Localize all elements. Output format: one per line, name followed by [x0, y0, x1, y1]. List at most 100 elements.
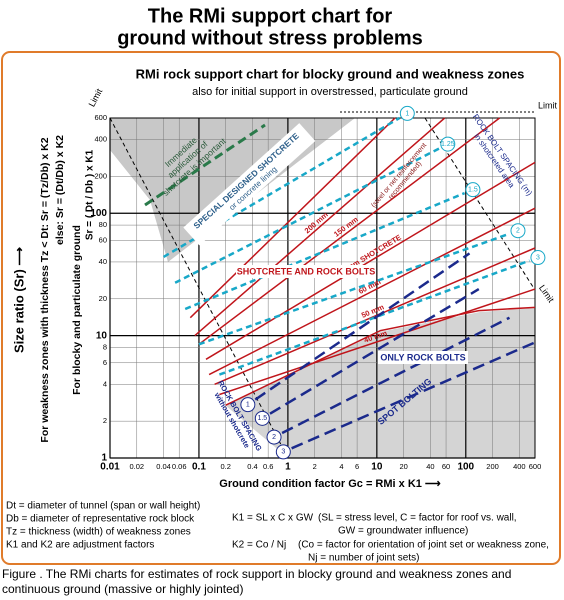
series-line	[198, 232, 510, 346]
spacing-marker	[266, 429, 282, 445]
plot-border	[109, 117, 536, 459]
y-axis-label: Size ratio (Sr) ⟶	[11, 247, 26, 353]
frame	[1, 51, 561, 565]
annotation: Limit	[87, 87, 105, 109]
x-tick-label: 2	[313, 462, 317, 471]
note: Tz = thickness (width) of weakness zones	[6, 527, 191, 538]
y-tick-label: 8	[103, 342, 107, 351]
x-tick-label: 200	[486, 462, 499, 471]
page-title: ground without stress problems	[117, 27, 423, 49]
series-line	[208, 207, 536, 376]
x-tick-label: 20	[399, 462, 407, 471]
y-tick-label: 80	[99, 220, 107, 229]
limits	[109, 111, 536, 459]
annotation-line: ROCK BOLT SPACING (m)	[471, 112, 534, 197]
spacing-label: 3	[281, 449, 285, 456]
chart: The RMi support chart for ground without…	[1, 5, 561, 565]
page-title: The RMi support chart for	[148, 5, 393, 27]
x-tick-label: 40	[426, 462, 434, 471]
y-tick-label: 400	[94, 135, 107, 144]
y-axis-note: For weakness zones with thickness Tz < D…	[39, 137, 51, 442]
spacing-label: 1.25	[441, 141, 455, 148]
note: (Co = factor for orientation of joint se…	[298, 540, 549, 551]
x-tick-label: 0.6	[263, 462, 273, 471]
spacing-marker	[399, 105, 415, 121]
y-tick-label: 10	[96, 330, 108, 341]
limit-line	[424, 117, 536, 291]
y-tick-label: 200	[94, 171, 107, 180]
spacing-marker	[254, 410, 270, 426]
y-tick-label: 2	[103, 416, 107, 425]
spacing-label: 3	[536, 254, 540, 261]
notes: Dt = diameter of tunnel (span or wall he…	[6, 501, 549, 564]
x-tick-label: 0.1	[192, 462, 206, 473]
x-tick-label: 0.2	[221, 462, 231, 471]
annotation: SHOTCRETE AND ROCK BOLTS	[237, 266, 376, 276]
y-tick-label: 40	[99, 257, 107, 266]
y-tick-label: 4	[103, 379, 107, 388]
spacing-label: 2	[516, 228, 520, 235]
series-line	[184, 191, 466, 311]
annotation: Limit	[537, 283, 556, 305]
label-bg	[236, 265, 376, 278]
x-tick-label: 400	[513, 462, 526, 471]
x-tick-label: 100	[457, 462, 474, 473]
note: K1 = SL x C x GW	[232, 513, 314, 524]
spacing-label: 1	[405, 110, 409, 117]
spacing-marker	[465, 182, 481, 198]
note: K2 = Co / Nj	[232, 540, 286, 551]
series-line	[269, 288, 480, 415]
x-tick-label: 6	[355, 462, 359, 471]
label-bg	[378, 351, 468, 364]
x-axis-label: Ground condition factor Gc = RMi x K1 ⟶	[219, 478, 441, 490]
spacing-marker	[530, 250, 546, 266]
note: Db = diameter of representative rock blo…	[6, 514, 195, 525]
series-line	[219, 288, 536, 396]
series-line	[214, 247, 536, 385]
x-tick-label: 60	[442, 462, 450, 471]
shotcrete-arrow	[144, 123, 266, 207]
x-tick-label: 0.4	[247, 462, 257, 471]
y-tick-label: 6	[103, 358, 107, 367]
series-line	[189, 117, 396, 319]
y-axis-note: Sr = ( Dt / Db ) x K1	[85, 149, 96, 240]
series-line	[198, 117, 501, 345]
note: GW = groundwater influence)	[338, 526, 468, 537]
chart-subtitle: also for initial support in overstressed…	[192, 86, 468, 98]
x-tick-label: 10	[371, 462, 383, 473]
limit-line	[109, 117, 289, 459]
y-tick-label: 20	[99, 294, 107, 303]
x-tick-label: 0.06	[172, 462, 187, 471]
y-axis-note: else: Sr = (Dt/Db) x K2	[54, 135, 66, 245]
note: (SL = stress level, C = factor for roof …	[318, 513, 517, 524]
spacing-marker	[510, 223, 526, 239]
x-tick-label: 600	[529, 462, 542, 471]
note: Dt = diameter of tunnel (span or wall he…	[6, 501, 200, 512]
series-line	[291, 341, 536, 450]
note: K1 and K2 are adjustment factors	[6, 540, 154, 551]
series-line	[194, 117, 446, 337]
x-tick-label: 0.01	[100, 462, 120, 473]
spacing-label: 1	[246, 402, 250, 409]
series-line	[281, 316, 511, 435]
caption: Figure . The RMi charts for estimates of…	[2, 567, 512, 596]
y-tick-label: 1	[101, 453, 107, 464]
series-line	[254, 252, 471, 401]
annotation: Limit	[538, 100, 558, 110]
annotation: (steel or net reinforcement recommended)	[370, 142, 428, 209]
x-tick-label: 1	[285, 462, 291, 473]
spacing-marker	[240, 397, 256, 413]
note: Nj = number of joint sets)	[308, 553, 419, 564]
x-tick-label: 4	[339, 462, 343, 471]
label-bg	[183, 123, 316, 246]
y-axis-note: For blocky and particulate ground	[71, 225, 83, 395]
chart-title: RMi rock support chart for blocky ground…	[136, 66, 525, 81]
y-tick-label: 600	[94, 113, 107, 122]
y-tick-label: 60	[99, 235, 107, 244]
spacing-marker	[440, 136, 456, 152]
series-line	[205, 161, 536, 360]
y-tick-label: 100	[90, 208, 107, 219]
spacing-label: 1.5	[257, 415, 267, 422]
annotation: ONLY ROCK BOLTS	[380, 352, 465, 362]
